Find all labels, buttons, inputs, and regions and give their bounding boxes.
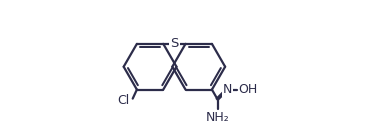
Text: N: N: [223, 84, 232, 96]
Text: OH: OH: [239, 83, 258, 96]
Text: NH₂: NH₂: [206, 111, 230, 124]
Text: S: S: [170, 37, 178, 50]
Text: Cl: Cl: [117, 94, 129, 107]
